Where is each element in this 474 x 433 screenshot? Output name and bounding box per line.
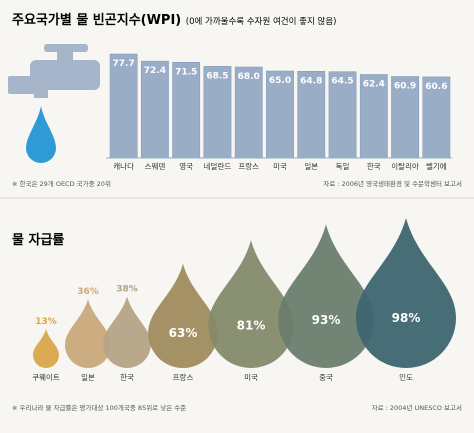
wpi-bar-value: 62.4 xyxy=(363,79,385,89)
sufficiency-label: 일본 xyxy=(81,373,95,382)
sufficiency-drop xyxy=(208,240,294,368)
sufficiency-value: 93% xyxy=(312,313,341,327)
wpi-bar-value: 65.0 xyxy=(269,76,291,86)
wpi-bar xyxy=(141,60,169,159)
wpi-title: 주요국가별 물 빈곤지수(WPI) (0에 가까울수록 수자원 여건이 좋지 않… xyxy=(12,12,336,28)
sufficiency-drop xyxy=(103,296,151,368)
wpi-bar-value: 77.7 xyxy=(113,59,135,69)
wpi-bar-label: 일본 xyxy=(304,162,318,171)
wpi-bar-value: 68.0 xyxy=(238,72,260,82)
wpi-bars: 77.7 캐나다 72.4 스웨덴 71.5 영국 68.5 네덜란드 68.0 프랑스 65.0 미… xyxy=(109,53,451,171)
sufficiency-drop xyxy=(148,263,218,368)
wpi-note: ※ 한국은 29개 OECD 국가중 20위 xyxy=(12,179,111,188)
wpi-bar-value: 64.5 xyxy=(331,77,353,87)
sufficiency-label: 프랑스 xyxy=(173,373,194,382)
wpi-bar-value: 68.5 xyxy=(206,71,228,81)
sufficiency-value: 36% xyxy=(77,287,99,297)
wpi-bar-label: 영국 xyxy=(179,161,193,171)
wpi-bar xyxy=(391,76,419,159)
sufficiency-source: 자료 : 2004년 UNESCO 보고서 xyxy=(372,403,462,412)
wpi-bar xyxy=(234,66,263,159)
wpi-bar-label: 이탈리아 xyxy=(391,161,419,171)
water-drop-icon xyxy=(26,106,56,163)
sufficiency-label: 미국 xyxy=(244,373,258,382)
wpi-bar-label: 프랑스 xyxy=(238,162,259,171)
sufficiency-drop xyxy=(278,224,374,368)
sufficiency-label: 중국 xyxy=(319,373,333,382)
sufficiency-value: 13% xyxy=(35,317,57,327)
wpi-bar xyxy=(297,71,326,159)
wpi-bar-value: 60.9 xyxy=(394,81,416,91)
sufficiency-drop xyxy=(64,298,112,368)
sufficiency-value: 38% xyxy=(116,284,138,294)
sufficiency-label: 쿠웨이트 xyxy=(32,372,60,382)
faucet-icon xyxy=(8,44,100,98)
wpi-bar-label: 스웨덴 xyxy=(145,162,166,171)
sufficiency-label: 한국 xyxy=(120,373,134,382)
wpi-bar-value: 60.6 xyxy=(425,82,447,92)
wpi-bar xyxy=(266,70,294,159)
wpi-bar-label: 벨기에 xyxy=(426,162,447,171)
wpi-bar xyxy=(203,66,232,159)
wpi-bar-label: 독일 xyxy=(336,162,350,171)
wpi-bar xyxy=(422,76,451,159)
sufficiency-label: 인도 xyxy=(399,372,413,382)
wpi-bar-label: 네덜란드 xyxy=(204,161,232,171)
wpi-bar xyxy=(172,62,201,159)
wpi-bar xyxy=(109,53,138,159)
sufficiency-value: 98% xyxy=(392,311,421,325)
wpi-bar-label: 캐나다 xyxy=(113,162,134,171)
sufficiency-note: ※ 우리나라 물 자급률은 평가대상 100개국중 85위로 낮은 수준 xyxy=(12,403,186,412)
sufficiency-value: 63% xyxy=(169,326,198,340)
wpi-bar-value: 64.8 xyxy=(300,76,322,86)
sufficiency-title: 물 자급률 xyxy=(12,233,64,248)
sufficiency-value: 81% xyxy=(237,318,266,332)
sufficiency-drops: 13% 쿠웨이트 36% 일본 38% 한국 63% 프랑스 81% 미국 93% 중국 98% 인도 xyxy=(32,218,456,382)
wpi-bar-label: 한국 xyxy=(367,162,381,171)
wpi-bar-value: 71.5 xyxy=(175,67,197,77)
wpi-source: 자료 : 2006년 영국생태환경 및 수문학센터 보고서 xyxy=(323,179,462,188)
sufficiency-drop xyxy=(356,218,456,368)
wpi-bar-value: 72.4 xyxy=(144,66,166,76)
sufficiency-drop xyxy=(33,329,59,368)
wpi-bar-label: 미국 xyxy=(273,162,287,171)
